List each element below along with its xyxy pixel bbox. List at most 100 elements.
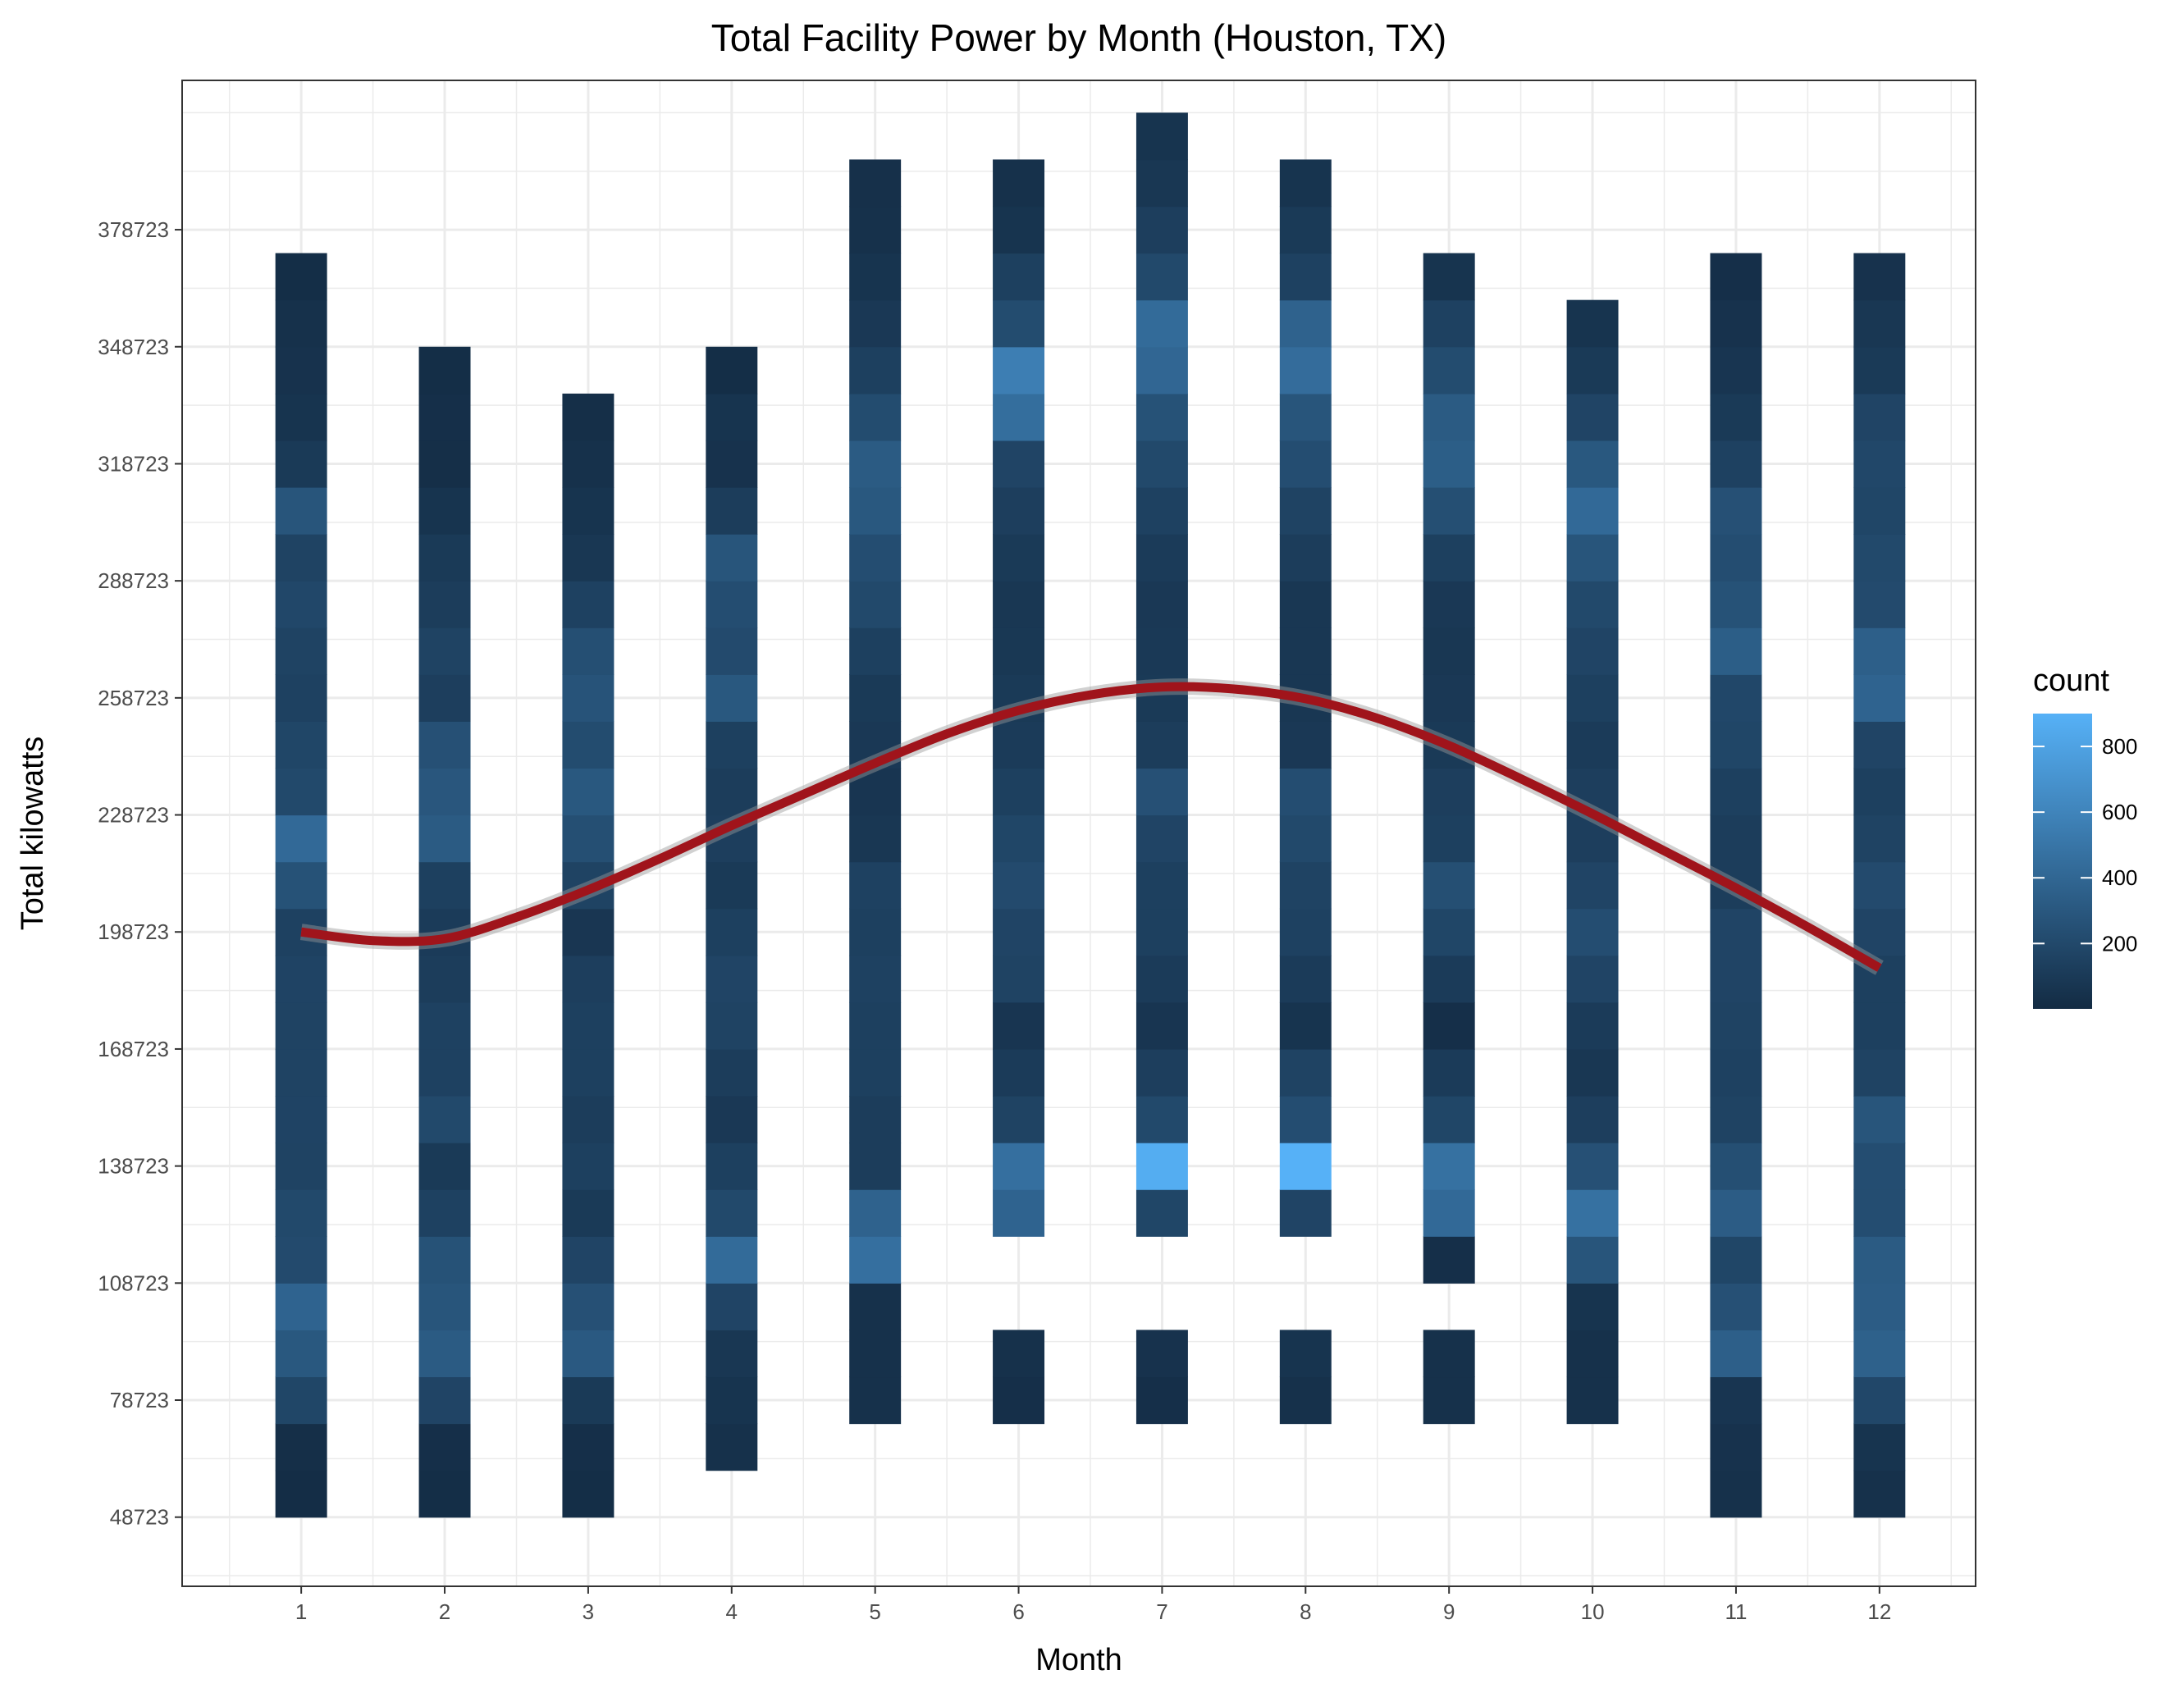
heatmap-tile (993, 253, 1045, 301)
heatmap-tile (1135, 955, 1188, 1003)
heatmap-tile (562, 1330, 615, 1378)
heatmap-tile (993, 627, 1045, 675)
heatmap-tile (562, 486, 615, 535)
heatmap-tile (706, 1283, 758, 1330)
heatmap-tile (562, 534, 615, 582)
heatmap-tile (1710, 721, 1762, 769)
heatmap-tile (1135, 393, 1188, 441)
heatmap-tile (275, 581, 327, 628)
heatmap-tile (706, 1236, 758, 1284)
heatmap-tile (1279, 1048, 1332, 1097)
heatmap-tile (1135, 861, 1188, 910)
heatmap-tile (1279, 206, 1332, 254)
heatmap-tile (275, 440, 327, 488)
heatmap-tile (1279, 299, 1332, 348)
heatmap-tile (418, 674, 471, 722)
heatmap-tile (1566, 1189, 1619, 1237)
heatmap-tile (1423, 861, 1475, 910)
heatmap-tile (1423, 1189, 1475, 1237)
heatmap-tile (1853, 486, 1906, 535)
heatmap-tile (1423, 486, 1475, 535)
heatmap-tile (1423, 908, 1475, 956)
heatmap-tile (1279, 1189, 1332, 1237)
heatmap-tile (1135, 1189, 1188, 1237)
heatmap-tile (706, 1048, 758, 1097)
heatmap-tile (418, 1048, 471, 1097)
heatmap-tile (562, 814, 615, 863)
heatmap-tile (849, 908, 902, 956)
heatmap-tile (1853, 440, 1906, 488)
heatmap-tile (993, 440, 1045, 488)
heatmap-tile (993, 581, 1045, 628)
y-tick-label: 378723 (98, 217, 169, 242)
heatmap-tile (418, 393, 471, 441)
heatmap-tile (1279, 393, 1332, 441)
heatmap-tile (1853, 393, 1906, 441)
heatmap-tile (1853, 1283, 1906, 1330)
heatmap-tile (1423, 814, 1475, 863)
heatmap-tile (849, 1283, 902, 1330)
heatmap-tile (993, 1001, 1045, 1050)
heatmap-tile (849, 1376, 902, 1425)
heatmap-tile (562, 674, 615, 722)
heatmap-tile (562, 768, 615, 816)
heatmap-tile (706, 1143, 758, 1190)
heatmap-tile (849, 955, 902, 1003)
heatmap-tile (1566, 1283, 1619, 1330)
heatmap-tile (275, 1423, 327, 1471)
heatmap-tile (1423, 768, 1475, 816)
heatmap-tile (1566, 581, 1619, 628)
heatmap-tile (275, 1376, 327, 1425)
heatmap-tile (849, 1096, 902, 1143)
heatmap-tile (993, 721, 1045, 769)
heatmap-tile (1710, 1189, 1762, 1237)
heatmap-tile (1566, 1236, 1619, 1284)
heatmap-tile (1423, 674, 1475, 722)
heatmap-tile (562, 908, 615, 956)
legend-tick-label: 800 (2102, 734, 2137, 759)
heatmap-tile (1710, 1330, 1762, 1378)
heatmap-tile (275, 814, 327, 863)
heatmap-tile (1423, 1376, 1475, 1425)
y-tick-label: 108723 (98, 1271, 169, 1295)
heatmap-tile (562, 1376, 615, 1425)
legend-tick-label: 200 (2102, 931, 2137, 956)
heatmap-tile (1423, 581, 1475, 628)
heatmap-tile (275, 1001, 327, 1050)
heatmap-tile (1710, 440, 1762, 488)
heatmap-tile (849, 581, 902, 628)
heatmap-tile (706, 1001, 758, 1050)
heatmap-tile (275, 1470, 327, 1518)
heatmap-tile (706, 486, 758, 535)
heatmap-tile (993, 1048, 1045, 1097)
heatmap-tile (1710, 346, 1762, 395)
smooth-trend-line (299, 678, 1884, 975)
heatmap-tile (849, 206, 902, 254)
heatmap-tile (849, 440, 902, 488)
heatmap-tile (562, 1236, 615, 1284)
heatmap-tile (1279, 253, 1332, 301)
heatmap-tile (275, 299, 327, 348)
heatmap-tile (1853, 253, 1906, 301)
heatmap-tile (562, 1001, 615, 1050)
heatmap-tile (1710, 1470, 1762, 1518)
heatmap-tile (1853, 299, 1906, 348)
y-axis-title: Total kilowatts (16, 737, 50, 931)
x-tick-label: 5 (869, 1599, 880, 1624)
heatmap-tile (849, 393, 902, 441)
heatmap-tile (1279, 721, 1332, 769)
x-axis-title: Month (1035, 1643, 1122, 1677)
heatmap-tile (1279, 159, 1332, 208)
heatmap-tile (1566, 1330, 1619, 1378)
heatmap-tile (849, 1189, 902, 1237)
heatmap-tile (706, 1189, 758, 1237)
heatmap-tile (849, 159, 902, 208)
heatmap-tile (1423, 1001, 1475, 1050)
heatmap-tile (849, 1236, 902, 1284)
heatmap-tile (1853, 1048, 1906, 1097)
y-tick-label: 48723 (110, 1505, 169, 1530)
heatmap-tile (1710, 1001, 1762, 1050)
heatmap-tile (706, 1423, 758, 1471)
heatmap-tile (562, 1189, 615, 1237)
heatmap-tile (562, 581, 615, 628)
